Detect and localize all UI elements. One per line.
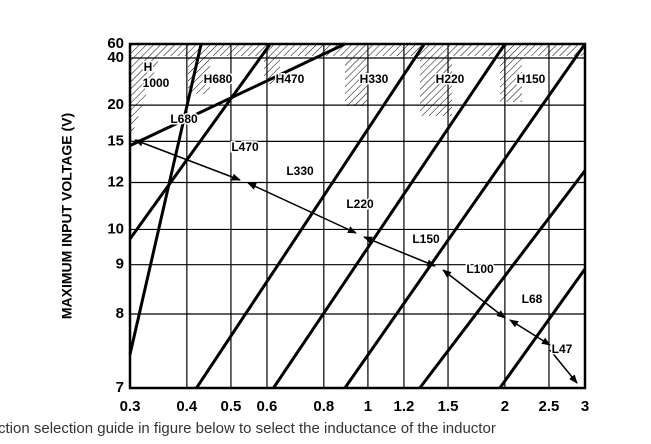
x-tick-label: 0.4	[176, 398, 198, 415]
region-label: L470	[231, 140, 259, 154]
selection-line	[343, 43, 587, 389]
y-tick-label: 9	[116, 256, 124, 273]
y-tick-label: 12	[107, 173, 124, 190]
region-label: L100	[466, 262, 494, 276]
x-tick-label: 2.5	[539, 398, 560, 415]
x-tick-label: 2	[501, 398, 509, 415]
region-label: H220	[436, 72, 465, 86]
y-tick-label: 20	[107, 96, 124, 113]
region-label: L680	[170, 112, 198, 126]
selection-line	[129, 42, 346, 147]
y-tick-label: 60	[107, 35, 124, 52]
y-tick-label: 7	[116, 379, 124, 396]
selection-line	[498, 267, 587, 389]
arrows	[134, 139, 578, 384]
x-tick-label: 0.8	[313, 398, 334, 415]
x-tick-label: 0.6	[257, 398, 278, 415]
plot-frame	[128, 42, 587, 390]
region-label: L330	[286, 164, 314, 178]
region-label: H680	[204, 72, 233, 86]
region-label: L47	[552, 342, 573, 356]
region-labels: H 1000 H680 H470 H330 H220 H150 L680 L470 L330 L22…	[141, 59, 574, 358]
caption: ction selection guide in figure below to…	[0, 420, 496, 437]
region-label: H150	[517, 72, 546, 86]
y-tick-label: 10	[107, 220, 124, 237]
y-tick-label: 15	[107, 132, 124, 149]
y-axis-label: MAXIMUM INPUT VOLTAGE (V)	[59, 113, 75, 319]
y-tick-label: 8	[116, 305, 124, 322]
region-label: L220	[346, 197, 374, 211]
hatched-regions	[130, 44, 585, 140]
region-label: L68	[522, 292, 543, 306]
y-tick-label: 40	[107, 49, 124, 66]
region-label: H330	[360, 72, 389, 86]
x-tick-label: 1	[364, 398, 372, 415]
selection-line	[272, 43, 507, 389]
x-tick-label: 0.5	[221, 398, 242, 415]
x-tick-label: 1.2	[394, 398, 415, 415]
selection-line	[128, 43, 203, 355]
region-label: H470	[276, 72, 305, 86]
region-label: 1000	[143, 76, 170, 90]
x-tick-label: 1.5	[438, 398, 459, 415]
x-tick-label: 0.3	[120, 398, 141, 415]
x-tick-label: 3	[581, 398, 589, 415]
region-label: H	[144, 60, 153, 74]
region-label: L150	[412, 232, 440, 246]
